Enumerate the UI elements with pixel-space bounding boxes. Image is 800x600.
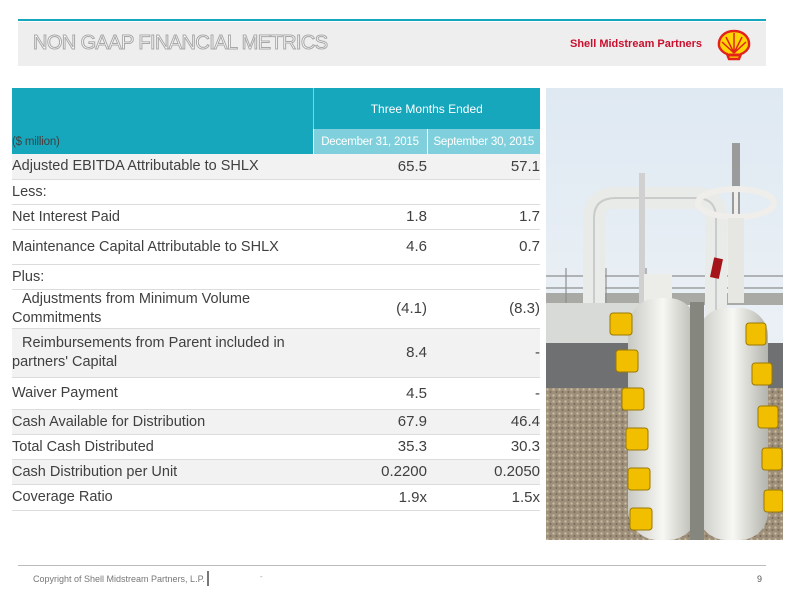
- table-row: Cash Available for Distribution 67.9 46.…: [12, 409, 541, 435]
- table-row: Less:: [12, 179, 541, 205]
- value-sep-2015: -: [427, 328, 541, 378]
- header-band: [18, 22, 766, 66]
- row-label: Net Interest Paid: [12, 204, 313, 230]
- value-sep-2015: (8.3): [427, 289, 541, 329]
- value-dec-2015: 1.8: [313, 204, 427, 230]
- page-title: NON GAAP FINANCIAL METRICS: [32, 32, 328, 55]
- table-row: Coverage Ratio 1.9x 1.5x: [12, 484, 541, 511]
- value-sep-2015: 0.7: [427, 229, 541, 265]
- value-sep-2015: 30.3: [427, 434, 541, 460]
- table-row: Waiver Payment 4.5 -: [12, 377, 541, 410]
- row-label: Reimbursements from Parent included in p…: [12, 328, 313, 378]
- table-subheader-row: ($ million) December 31, 2015 September …: [12, 129, 541, 154]
- value-sep-2015: 57.1: [427, 154, 541, 180]
- value-dec-2015: 65.5: [313, 154, 427, 180]
- value-sep-2015: 1.5x: [427, 484, 541, 511]
- row-label: Less:: [12, 179, 313, 205]
- value-dec-2015: 4.5: [313, 377, 427, 410]
- table-row: Plus:: [12, 264, 541, 290]
- footer-rule: [18, 565, 766, 566]
- table-row: Reimbursements from Parent included in p…: [12, 328, 541, 378]
- row-label: Adjusted EBITDA Attributable to SHLX: [12, 154, 313, 180]
- value-dec-2015: [313, 179, 427, 205]
- page-number: 9: [757, 574, 763, 584]
- value-dec-2015: (4.1): [313, 289, 427, 329]
- row-label: Waiver Payment: [12, 377, 313, 410]
- value-sep-2015: 0.2050: [427, 459, 541, 485]
- unit-label: ($ million): [12, 129, 313, 154]
- header-top-rule: [18, 19, 766, 21]
- value-sep-2015: 46.4: [427, 409, 541, 435]
- row-label: Maintenance Capital Attributable to SHLX: [12, 229, 313, 265]
- value-sep-2015: [427, 179, 541, 205]
- row-label: Cash Available for Distribution: [12, 409, 313, 435]
- value-dec-2015: [313, 264, 427, 290]
- brand-name: Shell Midstream Partners: [570, 38, 703, 50]
- footer-copyright: Copyright of Shell Midstream Partners, L…: [33, 574, 205, 584]
- table-row: Cash Distribution per Unit 0.2200 0.2050: [12, 459, 541, 485]
- table-row: Adjustments from Minimum Volume Commitme…: [12, 289, 541, 329]
- table-header-row: Three Months Ended: [12, 88, 541, 129]
- row-label: Coverage Ratio: [12, 484, 313, 511]
- row-label: Cash Distribution per Unit: [12, 459, 313, 485]
- row-label: Total Cash Distributed: [12, 434, 313, 460]
- table-row: Maintenance Capital Attributable to SHLX…: [12, 229, 541, 265]
- value-dec-2015: 0.2200: [313, 459, 427, 485]
- value-sep-2015: 1.7: [427, 204, 541, 230]
- value-dec-2015: 1.9x: [313, 484, 427, 511]
- pipeline-valve-photo: [546, 88, 783, 540]
- header-blank-cell: [12, 88, 313, 129]
- value-dec-2015: 67.9: [313, 409, 427, 435]
- financial-metrics-table: Three Months Ended ($ million) December …: [12, 88, 541, 511]
- table-row: Adjusted EBITDA Attributable to SHLX 65.…: [12, 154, 541, 180]
- table-row: Net Interest Paid 1.8 1.7: [12, 204, 541, 230]
- value-dec-2015: 4.6: [313, 229, 427, 265]
- column-header-dec-2015: December 31, 2015: [312, 129, 427, 154]
- row-label: Adjustments from Minimum Volume Commitme…: [12, 289, 313, 329]
- value-sep-2015: [427, 264, 541, 290]
- footer-dash: -: [260, 572, 263, 581]
- period-header: Three Months Ended: [312, 88, 541, 129]
- footer-separator: [207, 571, 209, 586]
- row-label: Plus:: [12, 264, 313, 290]
- column-header-sep-2015: September 30, 2015: [426, 129, 541, 154]
- shell-logo-icon: [717, 29, 751, 61]
- value-dec-2015: 35.3: [313, 434, 427, 460]
- value-sep-2015: -: [427, 377, 541, 410]
- value-dec-2015: 8.4: [313, 328, 427, 378]
- table-row: Total Cash Distributed 35.3 30.3: [12, 434, 541, 460]
